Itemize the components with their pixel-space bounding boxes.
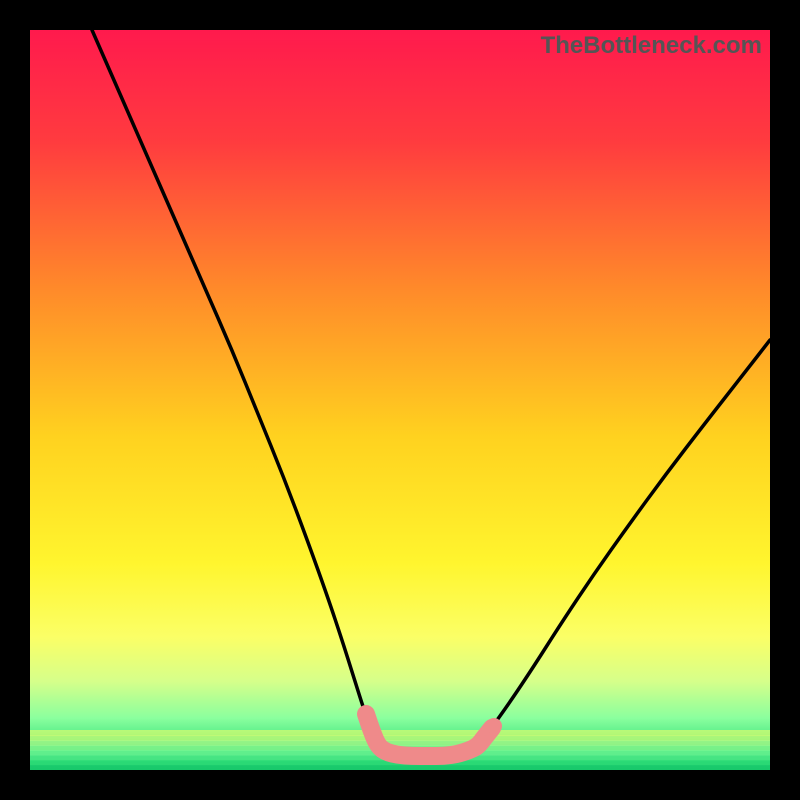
highlight-dot-1 [486,718,502,734]
watermark-text: TheBottleneck.com [541,32,762,60]
plot-area [30,30,770,770]
chart-frame: TheBottleneck.com [0,0,800,800]
markers-layer [30,30,770,770]
highlight-segment [366,714,492,756]
highlight-dot-0 [358,706,374,722]
